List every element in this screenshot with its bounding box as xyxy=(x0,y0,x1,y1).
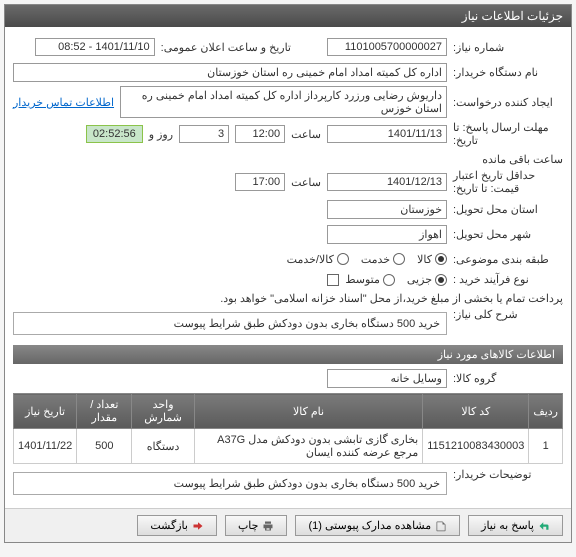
deadline-date-field: 1401/11/13 xyxy=(327,125,447,143)
radio-off-icon xyxy=(383,274,395,286)
pt-medium-label: متوسط xyxy=(345,273,380,286)
table-row: 1 1151210083430003 بخاری گازی تابشی بدون… xyxy=(14,429,563,464)
days-field: 3 xyxy=(179,125,229,143)
city-field: اهواز xyxy=(327,225,447,244)
cat-both-label: کالا/خدمت xyxy=(287,253,334,266)
buyer-notes-label: توضیحات خریدار: xyxy=(453,468,563,481)
col-code: کد کالا xyxy=(423,394,529,429)
cell-date: 1401/11/22 xyxy=(14,429,77,464)
reply-icon xyxy=(538,520,550,532)
table-header-row: ردیف کد کالا نام کالا واحد شمارش تعداد /… xyxy=(14,394,563,429)
attachments-button[interactable]: مشاهده مدارک پیوستی (1) xyxy=(295,515,460,536)
back-icon xyxy=(192,520,204,532)
announce-field: 1401/11/10 - 08:52 xyxy=(35,38,155,56)
pt-medium-radio[interactable]: متوسط xyxy=(345,273,395,286)
items-section-title: اطلاعات کالاهای مورد نیاز xyxy=(13,345,563,364)
col-name: نام کالا xyxy=(194,394,422,429)
contact-link[interactable]: اطلاعات تماس خریدار xyxy=(13,96,114,109)
payment-note: پرداخت تمام یا بخشی از مبلغ خرید،از محل … xyxy=(220,292,563,305)
province-field: خوزستان xyxy=(327,200,447,219)
col-qty: تعداد / مقدار xyxy=(77,394,132,429)
attachment-icon xyxy=(435,520,447,532)
buyer-notes-box: خرید 500 دستگاه بخاری بدون دودکش طبق شرا… xyxy=(13,472,447,495)
print-icon xyxy=(262,520,274,532)
print-label: چاپ xyxy=(238,519,259,532)
cell-code: 1151210083430003 xyxy=(423,429,529,464)
radio-off-icon xyxy=(393,253,405,265)
cell-name: بخاری گازی تابشی بدون دودکش مدل A37G مرج… xyxy=(194,429,422,464)
creator-field: داریوش رضایی ورزرد کارپرداز اداره کل کمی… xyxy=(120,86,447,118)
validity-time-field: 17:00 xyxy=(235,173,285,191)
summary-box: خرید 500 دستگاه بخاری بدون دودکش طبق شرا… xyxy=(13,312,447,335)
cat-service-label: خدمت xyxy=(361,253,390,266)
cell-qty: 500 xyxy=(77,429,132,464)
summary-label: شرح کلی نیاز: xyxy=(453,308,563,321)
col-date: تاریخ نیاز xyxy=(14,394,77,429)
reply-button[interactable]: پاسخ به نیاز xyxy=(468,515,563,536)
cell-unit: دستگاه xyxy=(132,429,194,464)
reply-label: پاسخ به نیاز xyxy=(481,519,534,532)
deadline-label: مهلت ارسال پاسخ: تا تاریخ: xyxy=(453,121,563,147)
group-field: وسایل خانه xyxy=(327,369,447,388)
group-label: گروه کالا: xyxy=(453,372,563,385)
purchase-type-radio-group: جزیی متوسط xyxy=(345,273,447,286)
cat-goods-radio[interactable]: کالا xyxy=(417,253,447,266)
remain-label: ساعت باقی مانده xyxy=(482,153,563,166)
need-no-field: 1101005700000027 xyxy=(327,38,447,56)
deadline-time-field: 12:00 xyxy=(235,125,285,143)
need-no-label: شماره نیاز: xyxy=(453,41,563,54)
back-label: بازگشت xyxy=(150,519,188,532)
validity-date-field: 1401/12/13 xyxy=(327,173,447,191)
countdown-timer: 02:52:56 xyxy=(86,125,143,143)
items-table: ردیف کد کالا نام کالا واحد شمارش تعداد /… xyxy=(13,393,563,464)
col-unit: واحد شمارش xyxy=(132,394,194,429)
form-area: شماره نیاز: 1101005700000027 تاریخ و ساع… xyxy=(5,27,571,508)
days-label: روز و xyxy=(149,128,173,141)
radio-off-icon xyxy=(337,253,349,265)
validity-label: حداقل تاریخ اعتبار قیمت: تا تاریخ: xyxy=(453,169,563,195)
print-button[interactable]: چاپ xyxy=(225,515,288,536)
cat-goods-label: کالا xyxy=(417,253,432,266)
back-button[interactable]: بازگشت xyxy=(137,515,217,536)
time-label-1: ساعت xyxy=(291,128,321,141)
radio-on-icon xyxy=(435,253,447,265)
buyer-label: نام دستگاه خریدار: xyxy=(453,66,563,79)
announce-label: تاریخ و ساعت اعلان عمومی: xyxy=(161,41,291,54)
time-label-2: ساعت xyxy=(291,176,321,189)
pt-partial-radio[interactable]: جزیی xyxy=(407,273,447,286)
payment-checkbox[interactable] xyxy=(327,274,339,286)
cat-both-radio[interactable]: کالا/خدمت xyxy=(287,253,349,266)
province-label: استان محل تحویل: xyxy=(453,203,563,216)
city-label: شهر محل تحویل: xyxy=(453,228,563,241)
attachments-label: مشاهده مدارک پیوستی (1) xyxy=(308,519,431,532)
panel-title: جزئیات اطلاعات نیاز xyxy=(5,5,571,27)
button-bar: پاسخ به نیاز مشاهده مدارک پیوستی (1) چاپ… xyxy=(5,508,571,542)
category-radio-group: کالا خدمت کالا/خدمت xyxy=(287,253,447,266)
need-details-panel: جزئیات اطلاعات نیاز شماره نیاز: 11010057… xyxy=(4,4,572,543)
cell-row: 1 xyxy=(529,429,563,464)
purchase-type-label: نوع فرآیند خرید : xyxy=(453,273,563,286)
creator-label: ایجاد کننده درخواست: xyxy=(453,96,563,109)
cat-service-radio[interactable]: خدمت xyxy=(361,253,405,266)
col-row: ردیف xyxy=(529,394,563,429)
pt-partial-label: جزیی xyxy=(407,273,432,286)
buyer-field: اداره کل کمیته امداد امام خمینی ره استان… xyxy=(13,63,447,82)
category-label: طبقه بندی موضوعی: xyxy=(453,253,563,266)
radio-on-icon xyxy=(435,274,447,286)
